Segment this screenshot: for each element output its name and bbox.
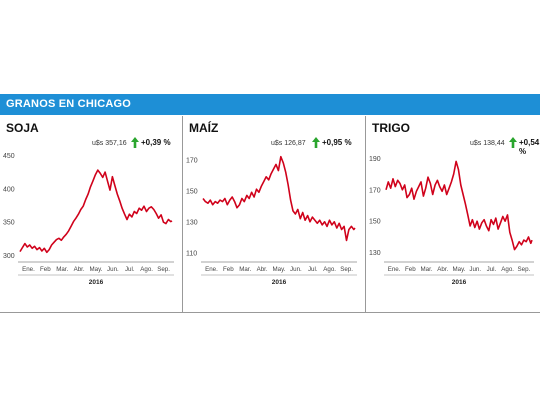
month-label: Jun. (469, 266, 481, 273)
month-label: Ago. (140, 266, 153, 273)
y-tick-label: 350 (3, 220, 15, 227)
month-label: Abr. (74, 266, 85, 273)
month-label: Jun. (107, 266, 119, 273)
y-tick-label: 110 (186, 250, 197, 257)
month-label: Feb (405, 266, 416, 273)
year-label: 2016 (272, 279, 287, 286)
panel-title: SOJA (6, 121, 39, 135)
month-label: Sep. (157, 266, 170, 273)
y-tick-label: 130 (369, 250, 381, 257)
panel-maiz: MAÍZ u$s 126,87 +0,95 % 110 130 150 170 Ene.… (183, 116, 363, 312)
y-tick-label: 400 (3, 186, 15, 193)
month-label: Ago. (323, 266, 336, 273)
month-label: Ene. (205, 266, 218, 273)
month-label: Jul. (125, 266, 135, 273)
month-label: Mar. (239, 266, 251, 273)
series-line (19, 169, 173, 254)
month-label: Sep. (518, 266, 531, 273)
panel-trigo: TRIGO u$s 138,44 +0,54 % 130 150 170 190 Ene… (366, 116, 540, 312)
month-label: Feb (223, 266, 234, 273)
title-banner: GRANOS EN CHICAGO (0, 94, 540, 115)
change-label: +0,95 % (322, 138, 352, 147)
banner-title: GRANOS EN CHICAGO (6, 98, 132, 110)
divider (365, 116, 366, 312)
month-label: May. (90, 266, 103, 273)
month-label: Abr. (257, 266, 268, 273)
month-label: Feb (40, 266, 51, 273)
chart-maiz: 110 130 150 170 Ene. Feb Mar. Abr. May. Jun. Jul. A… (186, 155, 357, 286)
y-tick-label: 150 (186, 188, 198, 195)
month-label: Jun. (290, 266, 302, 273)
up-arrow-icon (312, 137, 320, 148)
up-arrow-icon (131, 137, 139, 148)
year-label: 2016 (452, 279, 467, 286)
charts-row: SOJA u$s 357,16 +0,39 % 300 350 400 450 Ene.… (0, 116, 540, 313)
y-tick-label: 150 (369, 219, 381, 226)
y-tick-label: 450 (3, 153, 15, 160)
bottom-rule (0, 312, 540, 313)
series-line (385, 160, 533, 251)
price-label: u$s 126,87 (271, 140, 306, 147)
month-label: May. (273, 266, 286, 273)
divider (182, 116, 183, 312)
price-label: u$s 138,44 (470, 140, 505, 147)
y-tick-label: 300 (3, 253, 15, 260)
month-label: Jul. (308, 266, 318, 273)
change-label: +0,54 % (519, 138, 540, 156)
panel-title: TRIGO (372, 121, 410, 135)
month-label: Ene. (22, 266, 35, 273)
price-label: u$s 357,16 (92, 140, 127, 147)
y-tick-label: 130 (186, 219, 198, 226)
month-label: Mar. (421, 266, 433, 273)
up-arrow-icon (509, 137, 517, 148)
month-label: Mar. (56, 266, 68, 273)
panel-soja: SOJA u$s 357,16 +0,39 % 300 350 400 450 Ene.… (0, 116, 180, 312)
y-tick-label: 170 (369, 187, 381, 194)
chart-trigo: 130 150 170 190 Ene. Feb Mar. Abr. May. Jun. Jul. A… (369, 156, 534, 286)
chart-soja: 300 350 400 450 Ene. Feb Mar. Abr. May. Jun. Jul. A… (3, 153, 174, 286)
year-label: 2016 (89, 279, 104, 286)
month-label: Ene. (388, 266, 401, 273)
y-tick-label: 170 (186, 157, 198, 164)
series-line (202, 155, 356, 242)
y-tick-label: 190 (369, 156, 381, 163)
month-label: Abr. (437, 266, 448, 273)
month-label: Sep. (340, 266, 353, 273)
month-label: Jul. (487, 266, 497, 273)
month-label: Ago. (501, 266, 514, 273)
change-label: +0,39 % (141, 138, 171, 147)
panel-title: MAÍZ (189, 121, 219, 135)
month-label: May. (453, 266, 466, 273)
